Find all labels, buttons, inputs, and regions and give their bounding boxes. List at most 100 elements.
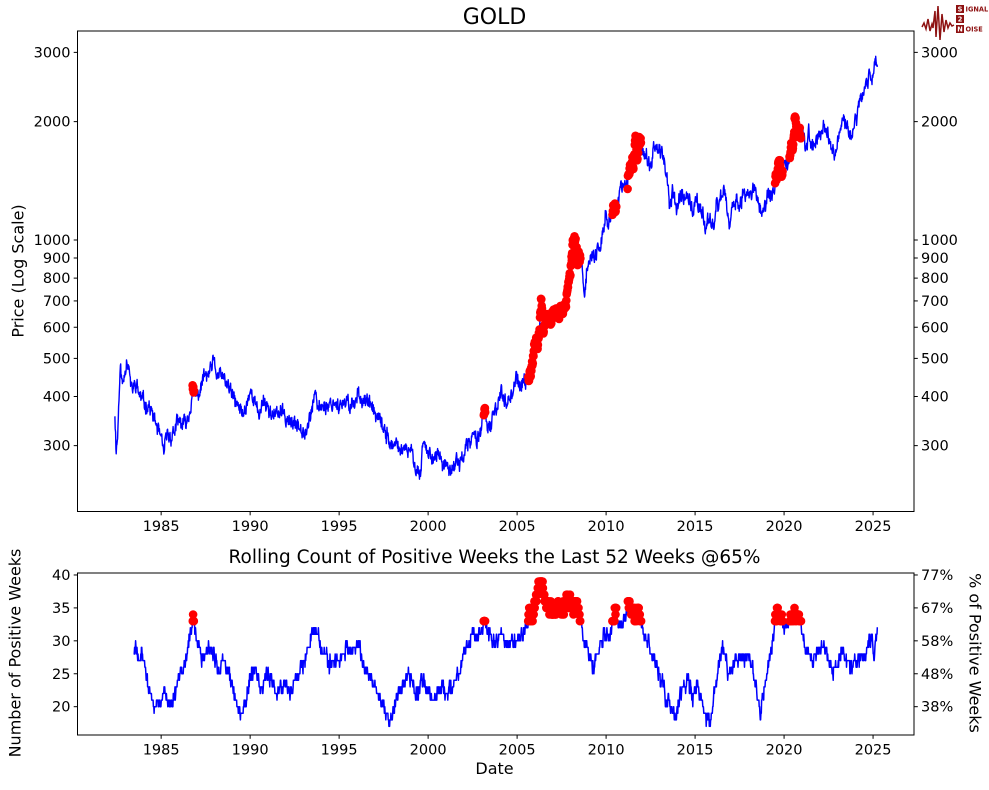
top-x-tick-label: 2025	[855, 519, 892, 535]
bottom-x-tick-label: 1995	[321, 743, 358, 759]
bottom-x-tick-label: 2005	[499, 743, 536, 759]
top-y-tick-label-left: 900	[43, 251, 71, 267]
logo-box-s	[956, 5, 964, 13]
top-x-tick-label: 1990	[232, 519, 269, 535]
bottom-y-tick-label-left: 30	[52, 634, 70, 650]
top-threshold-marker-dot	[189, 386, 199, 396]
top-y-tick-label-left: 400	[43, 390, 71, 406]
bottom-threshold-marker-dot	[188, 610, 198, 619]
bottom-x-tick-label: 1985	[143, 743, 180, 759]
bottom-threshold-marker-dot	[790, 603, 799, 613]
bottom-y-tick-label-left: 35	[52, 601, 70, 617]
top-x-tick-label: 2000	[410, 519, 447, 535]
top-threshold-marker-dot	[636, 138, 646, 147]
bottom-threshold-marker-dot	[480, 616, 490, 626]
bottom-threshold-marker-dot	[778, 616, 787, 626]
top-threshold-marker-dot	[795, 123, 805, 133]
bottom-threshold-marker-dot	[611, 610, 620, 619]
top-y-tick-label-left: 3000	[34, 45, 71, 61]
top-x-tick-label: 2010	[588, 519, 625, 535]
top-threshold-marker-dot	[629, 164, 638, 174]
bottom-x-tick-label: 1990	[232, 743, 269, 759]
bottom-threshold-marker-dot	[538, 577, 547, 586]
top-y-tick-label-right: 900	[921, 251, 949, 267]
bottom-threshold-marker-dot	[575, 610, 584, 619]
top-y-tick-label-right: 500	[921, 351, 949, 367]
top-threshold-marker-dot	[778, 166, 787, 176]
bottom-threshold-marker-dot	[611, 603, 621, 613]
logo-letter-s: S	[958, 5, 963, 13]
bottom-threshold-marker-dot	[610, 616, 619, 626]
top-threshold-marker-dot	[480, 407, 490, 417]
bottom-x-tick-label: 2000	[410, 743, 447, 759]
bottom-threshold-marker-dot	[773, 603, 782, 613]
bottom-y-tick-label-left: 25	[52, 667, 70, 683]
bottom-threshold-marker-dot	[794, 610, 804, 619]
bottom-threshold-marker-dot	[777, 610, 787, 619]
bottom-threshold-marker-dot	[532, 597, 541, 606]
top-y-tick-label-right: 600	[921, 320, 949, 336]
logo-canvas: S IGNAL 2 N OISE	[921, 5, 989, 41]
top-threshold-marker-dot	[623, 184, 632, 194]
top-axes-frame	[77, 30, 915, 512]
top-y-tick-label-left: 800	[43, 271, 71, 287]
bottom-threshold-marker-dot	[530, 603, 539, 613]
x-axis-label: Date	[475, 759, 514, 778]
top-threshold-marker-dot	[571, 234, 580, 244]
bottom-threshold-marker-dot	[636, 616, 646, 626]
bottom-x-tick-label: 2010	[588, 743, 625, 759]
logo-letter-n: N	[957, 25, 963, 33]
top-y-tick-label-left: 500	[43, 351, 71, 367]
top-x-tick-label: 2015	[677, 519, 714, 535]
top-y-tick-label-left: 700	[43, 294, 71, 310]
top-threshold-marker-dot	[533, 340, 543, 350]
top-threshold-marker-dot	[562, 296, 571, 305]
bottom-threshold-marker-dot	[796, 616, 806, 626]
logo-word-ignal: IGNAL	[966, 5, 989, 13]
top-y-tick-label-left: 300	[43, 439, 71, 455]
bottom-threshold-marker-dot	[572, 597, 582, 606]
top-x-tick-label: 1995	[321, 519, 358, 535]
top-y-tick-label-right: 700	[921, 294, 949, 310]
top-y-tick-label-right: 2000	[921, 115, 958, 131]
bottom-y-tick-label-right: 67%	[921, 601, 953, 617]
top-x-tick-label: 1985	[143, 519, 180, 535]
bottom-threshold-marker-dot	[533, 590, 542, 599]
bottom-threshold-marker-dot	[540, 590, 549, 599]
top-threshold-marker-dot	[576, 254, 585, 263]
waveform-icon	[921, 5, 955, 41]
signal2noise-logo: S IGNAL 2 N OISE	[921, 2, 989, 44]
logo-box-n	[956, 25, 964, 33]
bottom-y-tick-label-right: 48%	[921, 667, 953, 683]
top-y-tick-label-right: 1000	[921, 233, 958, 249]
top-threshold-marker-dot	[796, 134, 806, 143]
bottom-y-tick-label-left: 20	[52, 700, 70, 716]
bottom-threshold-marker-dot	[528, 616, 537, 626]
bottom-threshold-marker-dot	[634, 603, 643, 613]
bottom-x-tick-label: 2025	[855, 743, 892, 759]
logo-box-2	[956, 15, 964, 23]
bottom-threshold-marker-dot	[625, 597, 634, 606]
top-y-tick-label-left: 600	[43, 320, 71, 336]
bottom-threshold-marker-dot	[574, 603, 583, 613]
top-threshold-marker-dot	[537, 295, 546, 304]
top-threshold-marker-dot	[561, 302, 571, 312]
bottom-x-tick-label: 2015	[677, 743, 714, 759]
bottom-threshold-marker-dot	[538, 583, 548, 593]
top-y-tick-label-right: 800	[921, 271, 949, 287]
bottom-threshold-marker-dot	[559, 610, 569, 619]
top-y-tick-label-right: 300	[921, 439, 949, 455]
top-threshold-marker-dot	[528, 359, 538, 368]
bottom-y-tick-label-right: 77%	[921, 568, 953, 584]
top-y-tick-label-right: 400	[921, 390, 949, 406]
top-x-tick-label: 2020	[766, 519, 803, 535]
bottom-threshold-marker-dot	[635, 610, 645, 619]
bottom-axes-frame	[77, 572, 915, 736]
bottom-threshold-marker-dot	[189, 616, 199, 626]
top-threshold-marker-dot	[612, 202, 621, 212]
bottom-y-tick-label-right: 58%	[921, 634, 953, 650]
bottom-y-tick-label-right: 38%	[921, 700, 953, 716]
bottom-y-tick-label-left: 40	[52, 568, 70, 584]
